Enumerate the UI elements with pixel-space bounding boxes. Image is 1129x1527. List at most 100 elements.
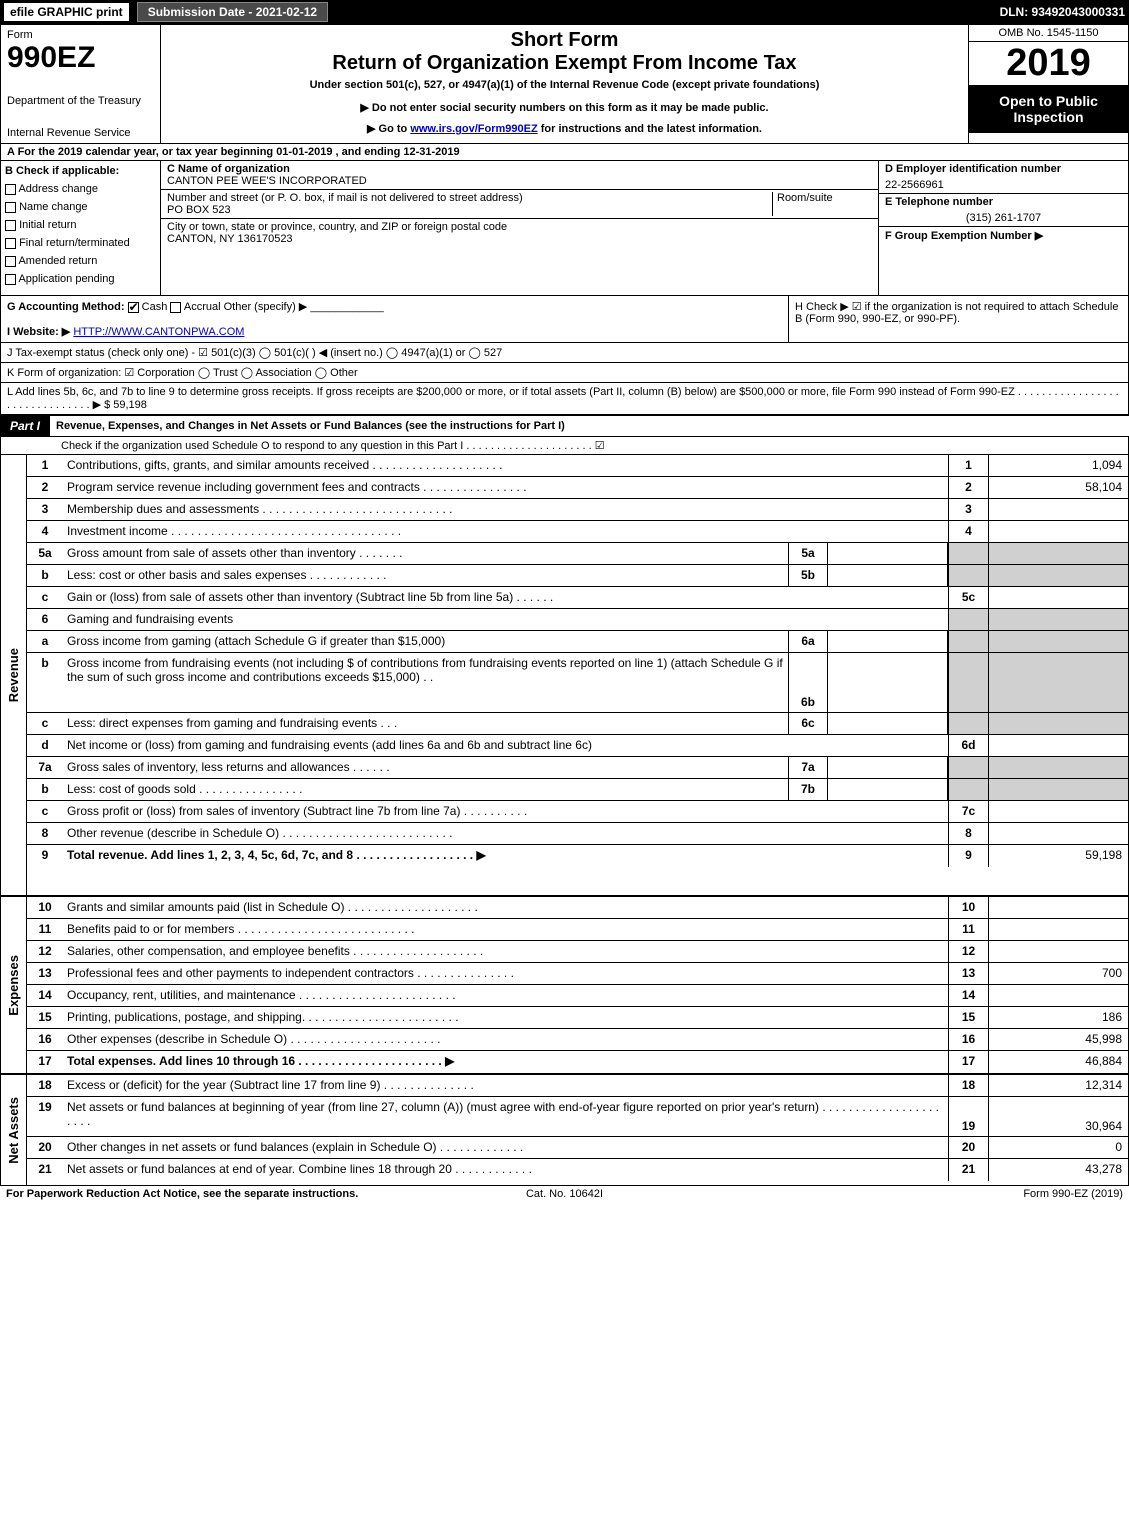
line-20-rnum: 20: [948, 1137, 988, 1158]
g-accrual-check[interactable]: [170, 302, 181, 313]
row-g-h: G Accounting Method: Cash Accrual Other …: [0, 296, 1129, 343]
b-final-return[interactable]: Final return/terminated: [5, 237, 156, 249]
line-5c-rnum: 5c: [948, 587, 988, 608]
tel-value: (315) 261-1707: [879, 210, 1128, 226]
line-17-num: 17: [27, 1051, 63, 1073]
line-5c-desc: Gain or (loss) from sale of assets other…: [63, 587, 948, 608]
line-3-val: [988, 499, 1128, 520]
line-11-desc: Benefits paid to or for members . . . . …: [63, 919, 948, 940]
line-5b-rval: [988, 565, 1128, 586]
line-21-desc: Net assets or fund balances at end of ye…: [63, 1159, 948, 1181]
efile-print-button[interactable]: efile GRAPHIC print: [4, 3, 129, 21]
row-k-form-org: K Form of organization: ☑ Corporation ◯ …: [0, 363, 1129, 383]
line-6-rval: [988, 609, 1128, 630]
line-9-num: 9: [27, 845, 63, 867]
line-19-num: 19: [27, 1097, 63, 1136]
b-name-change[interactable]: Name change: [5, 201, 156, 213]
i-label: I Website: ▶: [7, 326, 70, 338]
dln-number: DLN: 93492043000331: [1000, 5, 1125, 19]
line-17-rnum: 17: [948, 1051, 988, 1073]
g-accrual: Accrual: [184, 301, 221, 313]
line-5b-mn: 5b: [788, 565, 828, 586]
b-address-change[interactable]: Address change: [5, 183, 156, 195]
line-6-desc: Gaming and fundraising events: [63, 609, 948, 630]
go-pre: ▶ Go to: [367, 123, 410, 135]
line-15-num: 15: [27, 1007, 63, 1028]
line-6a-num: a: [27, 631, 63, 652]
line-6-rnum: [948, 609, 988, 630]
line-16-val: 45,998: [988, 1029, 1128, 1050]
form-title: Return of Organization Exempt From Incom…: [169, 52, 960, 75]
form-ref: Form 990-EZ (2019): [751, 1188, 1123, 1200]
line-17-desc: Total expenses. Add lines 10 through 16 …: [63, 1051, 948, 1073]
line-19-rnum: 19: [948, 1097, 988, 1136]
e-tel-label: E Telephone number: [879, 193, 1128, 210]
b-amended-return[interactable]: Amended return: [5, 255, 156, 267]
line-21-num: 21: [27, 1159, 63, 1181]
line-13-desc: Professional fees and other payments to …: [63, 963, 948, 984]
line-18-val: 12,314: [988, 1075, 1128, 1096]
h-schedule-b: H Check ▶ ☑ if the organization is not r…: [788, 296, 1128, 342]
f-group-label: F Group Exemption Number ▶: [885, 230, 1043, 242]
line-9-rnum: 9: [948, 845, 988, 867]
org-address: PO BOX 523: [167, 204, 231, 216]
g-cash: Cash: [142, 301, 168, 313]
line-5a-desc: Gross amount from sale of assets other t…: [63, 543, 788, 564]
b-application-pending[interactable]: Application pending: [5, 273, 156, 285]
line-6c-rnum: [948, 713, 988, 734]
line-7c-val: [988, 801, 1128, 822]
line-5c-val: [988, 587, 1128, 608]
line-6a-rval: [988, 631, 1128, 652]
line-11-num: 11: [27, 919, 63, 940]
line-19-val: 30,964: [988, 1097, 1128, 1136]
line-2-rnum: 2: [948, 477, 988, 498]
line-13-rnum: 13: [948, 963, 988, 984]
line-6a-rnum: [948, 631, 988, 652]
line-6b-num: b: [27, 653, 63, 712]
line-6b-mv: [828, 653, 948, 712]
line-8-val: [988, 823, 1128, 844]
line-16-num: 16: [27, 1029, 63, 1050]
line-11-val: [988, 919, 1128, 940]
irs-link[interactable]: www.irs.gov/Form990EZ: [410, 123, 537, 135]
b-initial-return[interactable]: Initial return: [5, 219, 156, 231]
line-9-desc: Total revenue. Add lines 1, 2, 3, 4, 5c,…: [63, 845, 948, 867]
line-14-desc: Occupancy, rent, utilities, and maintena…: [63, 985, 948, 1006]
line-7c-num: c: [27, 801, 63, 822]
line-1-num: 1: [27, 455, 63, 476]
line-8-desc: Other revenue (describe in Schedule O) .…: [63, 823, 948, 844]
room-suite-label: Room/suite: [772, 192, 872, 216]
line-10-rnum: 10: [948, 897, 988, 918]
line-7a-rnum: [948, 757, 988, 778]
line-1-rnum: 1: [948, 455, 988, 476]
line-7a-num: 7a: [27, 757, 63, 778]
website-link[interactable]: HTTP://WWW.CANTONPWA.COM: [73, 326, 244, 338]
line-6a-mn: 6a: [788, 631, 828, 652]
revenue-side-label: Revenue: [6, 648, 21, 702]
line-13-val: 700: [988, 963, 1128, 984]
row-a-tax-year: A For the 2019 calendar year, or tax yea…: [0, 144, 1129, 161]
line-21-val: 43,278: [988, 1159, 1128, 1181]
b-header: B Check if applicable:: [5, 165, 156, 177]
schedule-o-note: Check if the organization used Schedule …: [0, 437, 1129, 455]
line-10-val: [988, 897, 1128, 918]
form-subtitle: Under section 501(c), 527, or 4947(a)(1)…: [169, 79, 960, 91]
line-6a-desc: Gross income from gaming (attach Schedul…: [63, 631, 788, 652]
open-to-public: Open to Public Inspection: [969, 85, 1128, 133]
line-1-desc: Contributions, gifts, grants, and simila…: [63, 455, 948, 476]
go-post: for instructions and the latest informat…: [538, 123, 762, 135]
line-2-num: 2: [27, 477, 63, 498]
line-6b-desc: Gross income from fundraising events (no…: [63, 653, 788, 712]
line-14-rnum: 14: [948, 985, 988, 1006]
line-17-val: 46,884: [988, 1051, 1128, 1073]
line-15-rnum: 15: [948, 1007, 988, 1028]
line-7b-mn: 7b: [788, 779, 828, 800]
ssn-warning: ▶ Do not enter social security numbers o…: [169, 101, 960, 114]
line-8-num: 8: [27, 823, 63, 844]
line-6c-desc: Less: direct expenses from gaming and fu…: [63, 713, 788, 734]
g-cash-check[interactable]: [128, 302, 139, 313]
line-20-desc: Other changes in net assets or fund bala…: [63, 1137, 948, 1158]
cat-number: Cat. No. 10642I: [378, 1188, 750, 1200]
line-5a-mv: [828, 543, 948, 564]
line-4-num: 4: [27, 521, 63, 542]
